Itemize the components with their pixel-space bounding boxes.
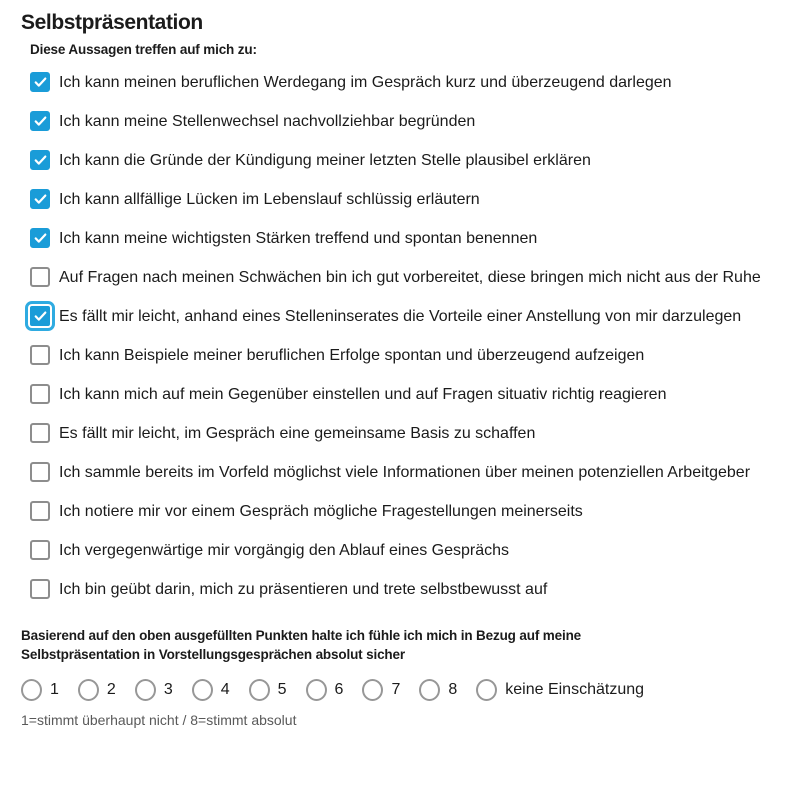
checkbox-row: Ich kann allfällige Lücken im Lebenslauf… [30, 187, 769, 212]
checkbox-row: Ich sammle bereits im Vorfeld möglichst … [30, 460, 769, 485]
radio-button[interactable] [305, 679, 327, 701]
radio-button[interactable] [191, 679, 213, 701]
radio-label[interactable]: 1 [50, 681, 59, 698]
radio-label[interactable]: 7 [391, 681, 401, 698]
checkbox-label[interactable]: Es fällt mir leicht, im Gespräch eine ge… [59, 425, 536, 442]
checkbox[interactable] [30, 345, 50, 365]
checkbox[interactable] [30, 150, 50, 170]
radio-option[interactable]: 7 [362, 679, 400, 701]
radio-option[interactable]: 4 [191, 679, 230, 701]
checkbox-row: Ich vergegenwärtige mir vorgängig den Ab… [30, 538, 769, 563]
checkmark-icon [34, 233, 46, 243]
checkbox-label[interactable]: Auf Fragen nach meinen Schwächen bin ich… [59, 269, 761, 286]
radio-label[interactable]: 3 [163, 681, 173, 698]
radio-button[interactable] [476, 679, 498, 701]
checkbox-label[interactable]: Ich kann allfällige Lücken im Lebenslauf… [59, 191, 480, 208]
radio-label[interactable]: 6 [334, 681, 344, 698]
checkbox-row: Ich kann meine wichtigsten Stärken treff… [30, 226, 769, 251]
checkbox[interactable] [30, 501, 50, 521]
checkbox-label[interactable]: Ich kann mich auf mein Gegenüber einstel… [59, 386, 667, 403]
checkbox[interactable] [30, 384, 50, 404]
radio-option[interactable]: 2 [77, 679, 116, 701]
radio-button[interactable] [21, 679, 42, 701]
checkbox[interactable] [30, 228, 50, 248]
checkbox-label[interactable]: Ich notiere mir vor einem Gespräch mögli… [59, 503, 583, 520]
statements-intro-label: Diese Aussagen treffen auf mich zu: [30, 42, 257, 57]
radio-label[interactable]: 5 [277, 681, 287, 698]
checkbox-label[interactable]: Ich kann meinen beruflichen Werdegang im… [59, 74, 672, 91]
checkbox-label[interactable]: Ich vergegenwärtige mir vorgängig den Ab… [59, 542, 510, 559]
radio-option[interactable]: keine Einschätzung [476, 679, 644, 701]
checkbox-row: Ich kann meine Stellenwechsel nachvollzi… [30, 109, 769, 134]
checkbox[interactable] [30, 540, 50, 560]
self-presentation-form: Selbstpräsentation Diese Aussagen treffe… [21, 11, 769, 728]
checkmark-icon [34, 311, 46, 321]
radio-button[interactable] [77, 679, 99, 701]
checkmark-icon [34, 116, 46, 126]
checkbox-label[interactable]: Ich kann die Gründe der Kündigung meiner… [59, 152, 591, 169]
checkbox[interactable] [30, 267, 50, 287]
checkmark-icon [34, 77, 46, 87]
radio-label[interactable]: keine Einschätzung [505, 681, 645, 698]
rating-section: Basierend auf den oben ausgefüllten Punk… [21, 626, 769, 728]
page-title: Selbstpräsentation [21, 11, 203, 34]
checkbox-row: Auf Fragen nach meinen Schwächen bin ich… [30, 265, 769, 290]
checkbox-row: Ich kann die Gründe der Kündigung meiner… [30, 148, 769, 173]
radio-label[interactable]: 2 [106, 681, 116, 698]
checkbox-label[interactable]: Ich kann meine wichtigsten Stärken treff… [59, 230, 538, 247]
checkbox-row: Ich kann mich auf mein Gegenüber einstel… [30, 382, 769, 407]
checkbox[interactable] [30, 462, 50, 482]
checkbox[interactable] [30, 111, 50, 131]
radio-option[interactable]: 5 [248, 679, 287, 701]
radio-button[interactable] [134, 679, 156, 701]
radio-button[interactable] [419, 679, 441, 701]
radio-option[interactable]: 1 [21, 679, 59, 701]
checkbox-label[interactable]: Es fällt mir leicht, anhand eines Stelle… [59, 308, 742, 325]
radio-option[interactable]: 3 [134, 679, 173, 701]
checkbox[interactable] [30, 579, 50, 599]
rating-options: 1 2 3 4 5 6 7 8 keine Einschätzung [21, 679, 769, 701]
checkbox-row: Ich kann meinen beruflichen Werdegang im… [30, 70, 769, 95]
rating-question: Basierend auf den oben ausgefüllten Punk… [21, 628, 582, 662]
checkbox[interactable] [30, 423, 50, 443]
radio-option[interactable]: 8 [419, 679, 457, 701]
checkbox-label[interactable]: Ich kann meine Stellenwechsel nachvollzi… [59, 113, 476, 130]
checkbox-label[interactable]: Ich bin geübt darin, mich zu präsentiere… [59, 581, 548, 598]
radio-label[interactable]: 8 [448, 681, 458, 698]
checkbox[interactable] [30, 72, 50, 92]
checkbox-row: Ich notiere mir vor einem Gespräch mögli… [30, 499, 769, 524]
checkmark-icon [34, 155, 46, 165]
checkbox-label[interactable]: Ich kann Beispiele meiner beruflichen Er… [59, 347, 645, 364]
checkbox-row: Ich bin geübt darin, mich zu präsentiere… [30, 577, 769, 602]
checkbox[interactable] [25, 301, 55, 331]
radio-label[interactable]: 4 [220, 681, 230, 698]
checkbox[interactable] [30, 189, 50, 209]
checkbox-row: Ich kann Beispiele meiner beruflichen Er… [30, 343, 769, 368]
checkbox-row: Es fällt mir leicht, anhand eines Stelle… [25, 301, 769, 331]
checkbox-row: Es fällt mir leicht, im Gespräch eine ge… [30, 421, 769, 446]
radio-button[interactable] [248, 679, 270, 701]
statements-list: Ich kann meinen beruflichen Werdegang im… [25, 70, 769, 602]
checkbox-label[interactable]: Ich sammle bereits im Vorfeld möglichst … [59, 464, 751, 481]
scale-footnote: 1=stimmt überhaupt nicht / 8=stimmt abso… [21, 712, 297, 728]
radio-option[interactable]: 6 [305, 679, 344, 701]
checkmark-icon [34, 194, 46, 204]
radio-button[interactable] [362, 679, 384, 701]
